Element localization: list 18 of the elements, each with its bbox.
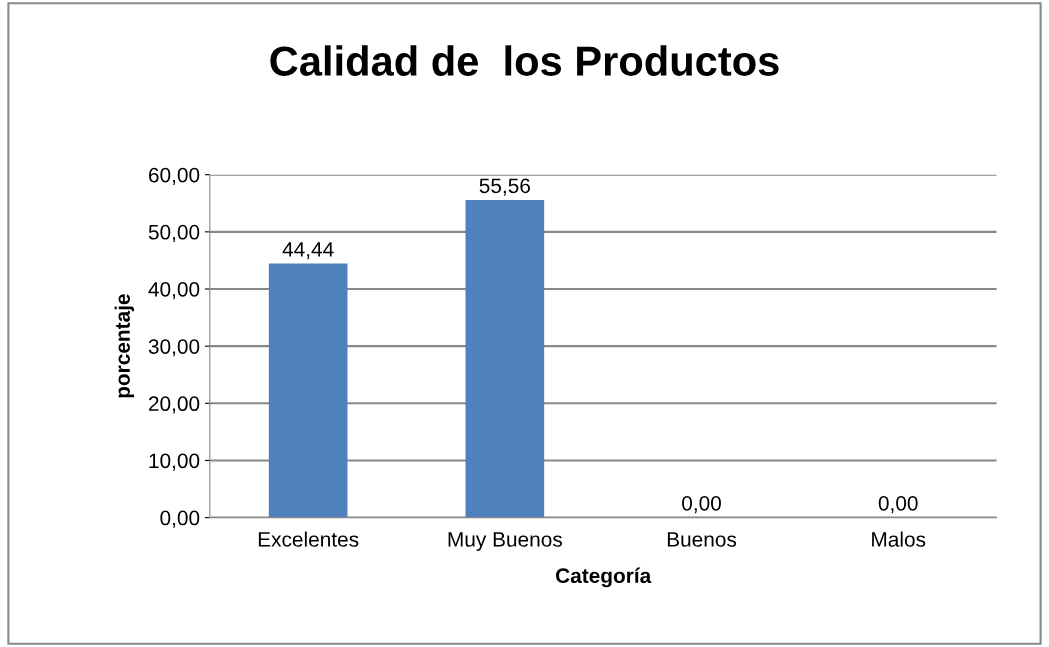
y-tick-label: 10,00 xyxy=(149,453,200,471)
y-tick-label: 20,00 xyxy=(149,396,200,414)
y-tick-label: 30,00 xyxy=(148,339,200,357)
x-axis-title: Categoría xyxy=(555,567,652,588)
x-tick-label: Buenos xyxy=(667,532,737,547)
data-label: 0,00 xyxy=(682,495,721,514)
y-tick-label: 50,00 xyxy=(148,224,200,243)
y-axis-title: porcentaje xyxy=(114,294,135,398)
data-label: 44,44 xyxy=(282,242,334,260)
y-tick-label: 60,00 xyxy=(149,167,200,185)
chart-title: Calidad de los Productos xyxy=(270,45,779,76)
y-tick-label: 0,00 xyxy=(160,510,200,528)
x-tick-label: Excelentes xyxy=(258,531,359,547)
x-tick-label: Malos xyxy=(872,531,926,547)
data-label: 55,56 xyxy=(479,178,530,196)
y-tick-label: 40,00 xyxy=(148,281,200,300)
x-tick-label: Muy Buenos xyxy=(448,532,562,551)
data-label: 0,00 xyxy=(878,495,918,514)
